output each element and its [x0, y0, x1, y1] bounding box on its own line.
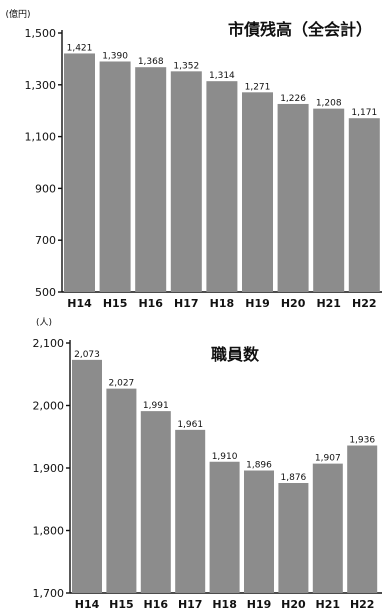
- bar-H17: [170, 71, 202, 292]
- bar-H20: [277, 103, 309, 292]
- x-tick-label: H19: [247, 598, 272, 610]
- x-tick-label: H18: [212, 598, 237, 610]
- data-label: 1,271: [245, 82, 271, 92]
- y-tick-label: 1,800: [33, 525, 65, 538]
- bar-H14: [64, 53, 95, 292]
- x-tick-label: H16: [144, 598, 169, 610]
- data-label: 1,421: [67, 43, 93, 53]
- bar-H14: [72, 359, 102, 593]
- data-label: 1,936: [349, 436, 375, 446]
- y-unit-label: (人): [36, 317, 52, 328]
- bar-H17: [175, 429, 206, 593]
- bar-H15: [99, 61, 131, 292]
- data-label: 1,352: [173, 61, 199, 71]
- bar-H21: [312, 463, 343, 593]
- x-tick-label: H20: [281, 297, 306, 310]
- x-tick-label: H17: [174, 297, 199, 310]
- data-label: 1,390: [102, 51, 128, 61]
- y-tick-label: 1,100: [25, 131, 57, 144]
- x-tick-label: H14: [75, 598, 100, 610]
- y-tick-label: 1,300: [25, 79, 57, 92]
- x-tick-label: H15: [109, 598, 134, 610]
- chart-title: 市債残高（全会計）: [228, 20, 372, 39]
- bar-H16: [140, 411, 171, 593]
- data-label: 1,876: [281, 473, 307, 483]
- y-tick-label: 2,000: [33, 400, 65, 413]
- bar-H18: [206, 81, 238, 292]
- data-label: 1,896: [246, 461, 272, 471]
- x-tick-label: H17: [178, 598, 203, 610]
- x-tick-label: H14: [67, 297, 92, 310]
- bar-H22: [348, 118, 380, 292]
- bar-H22: [347, 445, 378, 593]
- bar-H19: [242, 92, 273, 292]
- x-tick-label: H22: [352, 297, 377, 310]
- bar-H19: [244, 470, 274, 593]
- data-label: 2,027: [109, 379, 135, 389]
- y-tick-label: 700: [35, 234, 56, 247]
- data-label: 1,171: [351, 108, 377, 118]
- y-tick-label: 1,700: [33, 587, 65, 600]
- data-label: 1,907: [315, 454, 341, 464]
- chart-title: 職員数: [211, 345, 260, 364]
- x-tick-label: H16: [138, 297, 163, 310]
- bar-H15: [106, 388, 137, 593]
- chart-panel-2: 1,700 1,800 1,900 2,000 2,100 (人) 職員数 2,073 H14 2…: [33, 317, 382, 610]
- y-tick-label: 1,900: [33, 462, 65, 475]
- data-label: 2,073: [74, 350, 100, 360]
- bar-H16: [135, 67, 167, 292]
- chart-panel-1: 500 700 900 1,100 1,300 1,500 (億円) 市債残高（全会計） 1,4…: [5, 8, 382, 310]
- y-tick-label: 2,100: [33, 337, 65, 350]
- data-label: 1,961: [177, 420, 203, 430]
- data-label: 1,314: [209, 71, 235, 81]
- x-tick-label: H21: [316, 297, 341, 310]
- bar-H18: [209, 461, 240, 593]
- y-tick-label: 900: [35, 182, 56, 195]
- data-label: 1,368: [138, 57, 164, 67]
- x-tick-label: H19: [245, 297, 270, 310]
- x-tick-label: H21: [316, 598, 341, 610]
- bar-H21: [313, 108, 345, 293]
- data-label: 1,208: [316, 99, 342, 109]
- bar-H20: [278, 483, 309, 593]
- x-tick-label: H15: [103, 297, 128, 310]
- data-label: 1,910: [212, 452, 238, 462]
- y-tick-label: 500: [35, 286, 56, 299]
- data-label: 1,991: [143, 401, 169, 411]
- x-tick-label: H22: [350, 598, 375, 610]
- data-label: 1,226: [280, 94, 306, 104]
- y-unit-label: (億円): [5, 8, 30, 20]
- x-tick-label: H20: [281, 598, 306, 610]
- y-tick-label: 1,500: [25, 27, 57, 40]
- x-tick-label: H18: [210, 297, 235, 310]
